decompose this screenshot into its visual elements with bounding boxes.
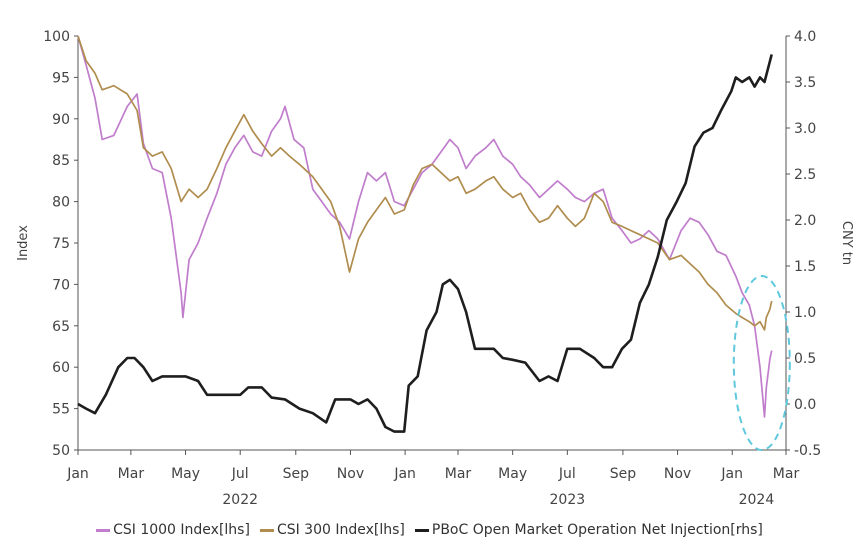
y-right-tick-label: 2.5 — [794, 167, 816, 183]
highlight-ellipse — [732, 275, 791, 452]
x-tick-label: May — [171, 466, 200, 482]
legend-label-csi1000: CSI 1000 Index[lhs] — [113, 522, 250, 538]
y-left-tick-label: 50 — [52, 443, 70, 459]
x-tick-label: Mar — [118, 466, 145, 482]
y-right-tick-label: 4.0 — [794, 29, 816, 45]
series-line-pboc — [77, 54, 773, 433]
y-right-tick-label: 3.0 — [794, 121, 816, 137]
x-tick-label: Jul — [231, 466, 249, 482]
legend-label-csi300: CSI 300 Index[lhs] — [276, 522, 405, 538]
y-left-tick-label: 100 — [43, 29, 70, 45]
x-tick-label: Mar — [773, 466, 800, 482]
y-right-tick-label: 3.5 — [794, 75, 816, 91]
series-line-csi1000 — [77, 35, 773, 418]
y-right-tick-label: -0.5 — [794, 443, 821, 459]
x-tick-label: May — [498, 466, 527, 482]
x-tick-label: Mar — [445, 466, 472, 482]
y-right-tick-label: 2.0 — [794, 213, 816, 229]
legend-swatch-csi1000 — [96, 528, 111, 532]
y-right-tick-label: 0.5 — [794, 351, 816, 367]
legend-swatch-csi300 — [259, 528, 274, 532]
x-tick-label: Jul — [558, 466, 576, 482]
y-right-tick-label: 1.5 — [794, 259, 816, 275]
x-tick-label: Jan — [66, 466, 89, 482]
y-left-tick-label: 65 — [52, 319, 70, 335]
legend-label-pboc: PBoC Open Market Operation Net Injection… — [431, 522, 763, 538]
x-tick-label: Sep — [610, 466, 637, 482]
y-axis-left-title: Index — [16, 225, 31, 261]
x-tick-label: Jan — [393, 466, 416, 482]
legend-item-csi300: CSI 300 Index[lhs] — [259, 522, 405, 538]
y-axis-right-title: CNY tn — [839, 221, 854, 265]
y-left-tick-label: 95 — [52, 70, 70, 86]
x-tick-label: Sep — [283, 466, 310, 482]
y-right-tick-label: 0.0 — [794, 397, 816, 413]
x-tick-label: Nov — [337, 466, 364, 482]
legend: CSI 1000 Index[lhs] CSI 300 Index[lhs] P… — [0, 522, 859, 538]
axes-layer — [74, 35, 790, 455]
y-left-tick-label: 55 — [52, 402, 70, 418]
annotation-layer — [732, 275, 791, 452]
series-line-csi300 — [77, 35, 773, 331]
y-right-tick-label: 1.0 — [794, 305, 816, 321]
y-left-tick-label: 80 — [52, 195, 70, 211]
legend-swatch-pboc — [414, 528, 429, 532]
legend-item-pboc: PBoC Open Market Operation Net Injection… — [414, 522, 763, 538]
tick-label-layer: 100 95 90 85 80 75 70 65 60 55 50 4.0 3.5 3.0 2.5 2.0 1.… — [43, 29, 821, 508]
x-tick-label: Nov — [664, 466, 691, 482]
x-year-label: 2022 — [222, 492, 258, 508]
series-layer — [77, 35, 773, 433]
y-left-tick-label: 75 — [52, 236, 70, 252]
legend-item-csi1000: CSI 1000 Index[lhs] — [96, 522, 250, 538]
y-left-tick-label: 60 — [52, 360, 70, 376]
x-year-label: 2023 — [550, 492, 586, 508]
x-tick-label: Jan — [720, 466, 743, 482]
y-left-tick-label: 85 — [52, 153, 70, 169]
y-left-tick-label: 90 — [52, 112, 70, 128]
y-left-tick-label: 70 — [52, 277, 70, 293]
x-year-label: 2024 — [739, 492, 775, 508]
